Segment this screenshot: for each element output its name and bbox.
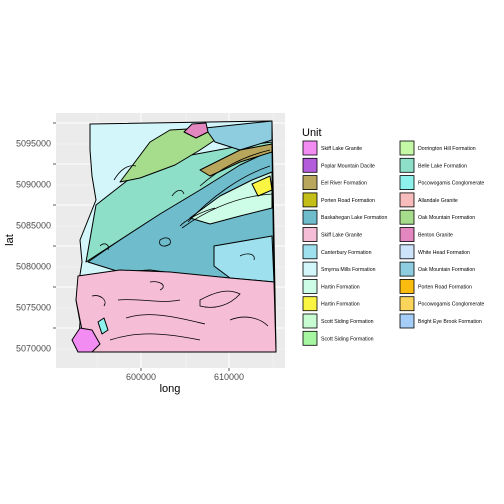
legend-swatch: [399, 244, 415, 260]
x-tick-label: 600000: [126, 372, 156, 382]
y-tick-label: 5095000: [16, 138, 51, 148]
legend-label: Eel River Formation: [321, 181, 367, 187]
axis-ticks: [53, 122, 230, 371]
legend-label: Oak Mountain Formation: [418, 215, 475, 221]
legend-swatch: [399, 296, 415, 312]
legend-swatch: [302, 296, 318, 312]
legend-label: Porten Road Formation: [321, 198, 375, 204]
legend-swatch: [302, 157, 318, 173]
unit-polygon-hartin: [251, 175, 273, 197]
legend-label: Allandale Granite: [418, 198, 458, 204]
legend-label: Benton Granite: [418, 233, 453, 239]
legend-label: Skiff Lake Granite: [321, 146, 362, 152]
unit-polygon-skiff-lake: [75, 269, 277, 353]
legend-swatch: [302, 278, 318, 294]
legend: Unit Skiff Lake Granite Poplar Mountain D…: [302, 127, 484, 346]
y-tick-label: 5080000: [16, 261, 51, 271]
legend-title: Unit: [302, 127, 322, 139]
legend-swatch: [302, 192, 318, 208]
contact-lines: [91, 149, 273, 341]
unit-polygon-eel-river: [199, 143, 273, 177]
legend-label: Smyrna Mills Formation: [321, 267, 376, 273]
legend-label: Bright Eye Brook Formation: [418, 319, 482, 325]
legend-swatch: [302, 261, 318, 277]
unit-polygon-benton: [183, 122, 209, 139]
legend-swatch: [399, 313, 415, 329]
legend-label: Dorrington Hill Formation: [418, 146, 476, 152]
legend-label: Hartin Formation: [321, 284, 360, 290]
legend-swatch: [302, 244, 318, 260]
x-axis-title: long: [160, 383, 181, 395]
legend-label: Skiff Lake Granite: [321, 233, 362, 239]
y-axis-title: lat: [4, 234, 16, 246]
legend-label: Hartin Formation: [321, 302, 360, 308]
legend-swatch: [399, 261, 415, 277]
y-tick-label: 5090000: [16, 179, 51, 189]
x-tick-label: 610000: [214, 372, 244, 382]
legend-swatch: [399, 209, 415, 225]
legend-label: Belle Lake Formation: [418, 163, 467, 169]
y-tick-label: 5085000: [16, 220, 51, 230]
legend-swatch: [399, 140, 415, 156]
legend-label: Pocowogamis Conglomerate: [418, 302, 484, 308]
legend-swatch: [302, 330, 318, 346]
legend-swatch: [302, 209, 318, 225]
legend-swatch: [399, 157, 415, 173]
y-tick-label: 5070000: [16, 343, 51, 353]
legend-label: Baskahegan Lake Formation: [321, 215, 387, 221]
unit-polygon-skiff-magenta: [71, 327, 101, 353]
legend-label: Oak Mountain Formation: [418, 267, 475, 273]
legend-swatch: [399, 175, 415, 191]
y-tick-label: 5075000: [16, 302, 51, 312]
unit-polygon-belle-lake: [85, 141, 273, 263]
unit-polygon-pocowogamis: [97, 317, 109, 335]
legend-swatch: [302, 140, 318, 156]
legend-label: Canterbury Formation: [321, 250, 372, 256]
legend-label: Pocowogamis Conglomerate: [418, 181, 484, 187]
unit-polygon-oak-mountain-2: [204, 120, 273, 151]
legend-swatch: [302, 175, 318, 191]
legend-label: Scott Siding Formation: [321, 319, 374, 325]
legend-swatch: [399, 278, 415, 294]
legend-swatch: [399, 192, 415, 208]
legend-label: Scott Siding Formation: [321, 336, 374, 342]
legend-swatch: [399, 227, 415, 242]
legend-label: White Head Formation: [418, 250, 470, 256]
legend-swatch: [302, 313, 318, 329]
legend-swatch: [302, 227, 318, 242]
legend-label: Porten Road Formation: [418, 284, 472, 290]
legend-label: Poplar Mountain Dacite: [321, 163, 375, 169]
geologic-units: [71, 120, 277, 353]
